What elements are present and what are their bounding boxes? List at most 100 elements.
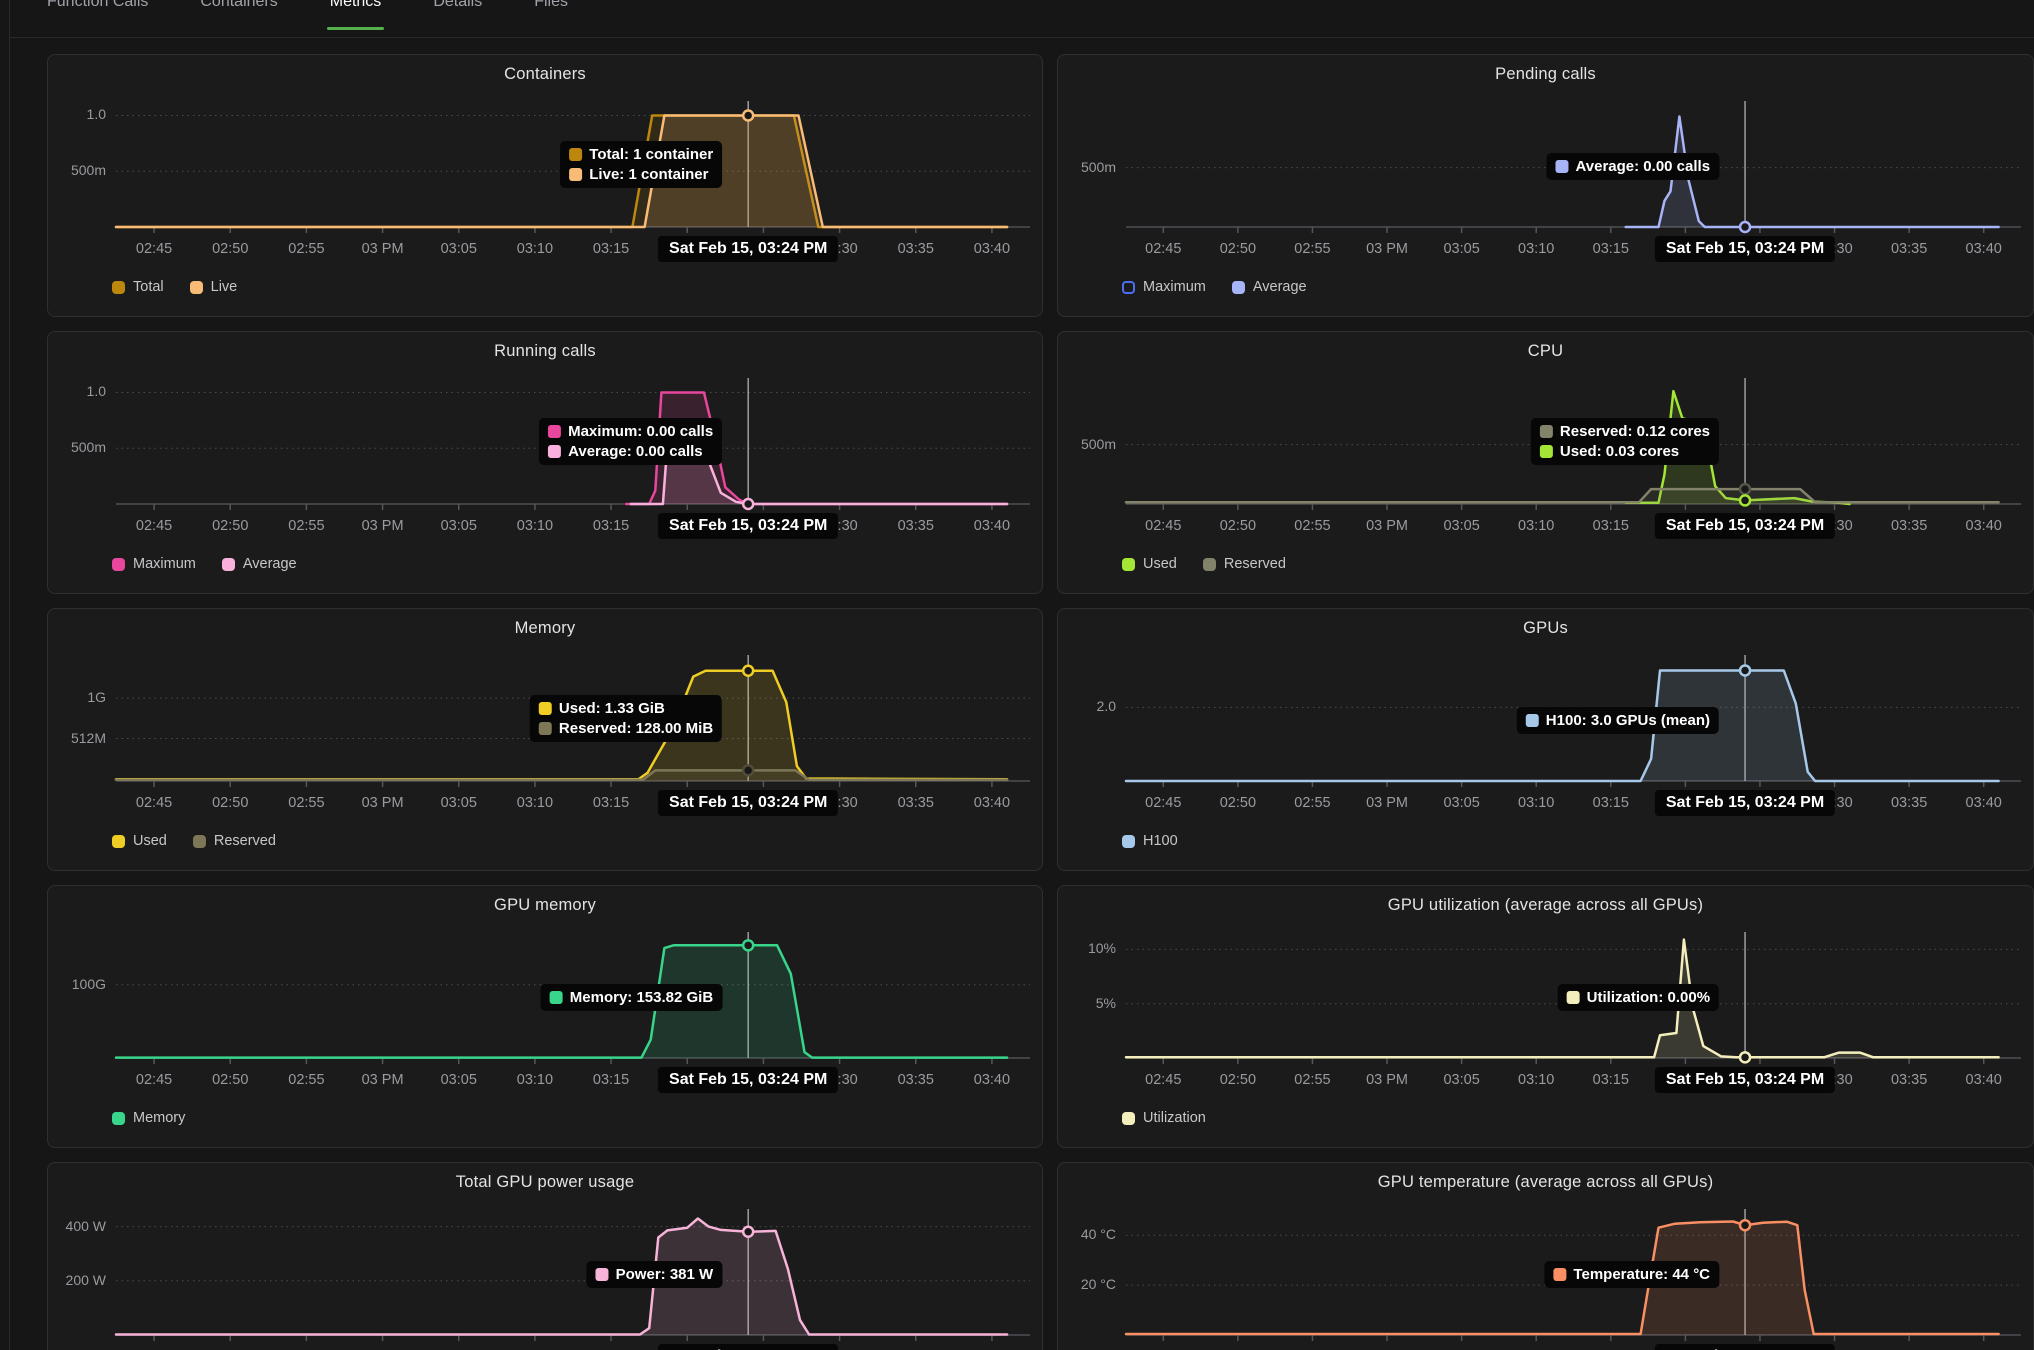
x-axis-label: 03:10 [1518,241,1555,257]
x-axis-label: 02:50 [212,1072,249,1088]
series-tooltip: Average: 0.00 calls [1546,153,1720,180]
tooltip-text: Reserved: 0.12 cores [1559,423,1711,440]
tooltip-row: Utilization: 0.00% [1566,989,1710,1006]
legend-label: Average [242,556,297,572]
chart-plot-gpu-power[interactable] [48,1163,1044,1350]
x-axis-label: 03:15 [592,795,630,811]
x-axis-label: 02:55 [288,518,325,534]
tooltip-swatch [1555,160,1569,173]
legend-label: H100 [1143,833,1178,849]
x-axis-label: 02:50 [212,241,249,257]
crosshair-marker [1738,220,1752,234]
date-tooltip: Sat Feb 15, 03:24 PM [658,236,839,262]
legend-item-reserved[interactable]: Reserved [1202,556,1286,572]
chart-plot-containers[interactable] [48,55,1044,318]
tooltip-text: Used: 0.03 cores [1559,443,1680,460]
x-axis-label: 02:45 [135,1072,173,1088]
x-axis-label: 03:35 [1890,241,1928,257]
series-area-reserved [1126,489,1999,504]
crosshair-marker [741,497,755,511]
legend-item-used[interactable]: Used [112,833,167,849]
x-axis-label: 03:10 [516,795,554,811]
series-line-live [114,114,1009,229]
x-axis-label: 02:45 [135,241,173,257]
y-axis-label: 200 W [65,1271,106,1288]
date-tooltip: Sat Feb 15, 03:24 PM [1654,1344,1836,1350]
tooltip-row: Live: 1 container [569,166,713,183]
legend-item-maximum[interactable]: Maximum [1122,279,1206,295]
legend-item-total[interactable]: Total [112,279,164,295]
series-tooltip: Temperature: 44 °C [1544,1261,1720,1288]
chart-title: GPU memory [494,896,596,914]
tooltip-text: H100: 3.0 GPUs (mean) [1545,712,1711,729]
chart-title: Total GPU power usage [455,1173,635,1191]
tab-function-calls[interactable]: Function Calls [47,0,148,37]
chart-legend: Maximum Average [1122,279,1307,295]
legend-label: Used [1143,556,1177,572]
chart-title: GPU utilization (average across all GPUs… [1387,896,1704,914]
legend-item-reserved[interactable]: Reserved [192,833,276,849]
x-axis-label: 02:45 [135,795,173,811]
y-axis-label: 40 °C [1080,1226,1116,1243]
crosshair-marker [741,109,755,122]
series-area-temperature [1126,1221,1999,1335]
chart-card-gpu-temperature: GPU temperature (average across all GPUs… [1057,1162,2034,1350]
legend-item-maximum[interactable]: Maximum [112,556,196,572]
chart-title: Memory [514,619,576,637]
legend-item-used[interactable]: Used [1122,556,1177,572]
x-axis-label: 03 PM [361,518,404,534]
tooltip-text: Maximum: 0.00 calls [568,423,714,440]
chart-plot-gpu-temperature[interactable] [1058,1163,2034,1350]
chart-card-containers: Containers 1.0 500m 02:45 02:50 02:55 03 PM 03:… [47,54,1043,317]
x-axis-label: 02:50 [1219,1072,1257,1088]
chart-plot-gpu-memory[interactable] [48,886,1044,1149]
chart-plot-gpus[interactable] [1058,609,2034,872]
series-line-power [114,1217,1009,1336]
x-axis-label: 03:35 [1890,795,1928,811]
tab-containers[interactable]: Containers [200,0,277,37]
legend-label: Memory [133,1110,186,1126]
date-tooltip: Sat Feb 15, 03:24 PM [1654,513,1836,539]
legend-swatch [112,1111,125,1125]
tab-files[interactable]: Files [534,0,568,37]
legend-item-average[interactable]: Average [221,556,297,572]
legend-label: Maximum [1143,279,1206,295]
legend-swatch [1122,280,1135,294]
crosshair-marker [741,764,755,777]
x-axis-label: 03:40 [1965,1072,2002,1088]
chart-plot-cpu[interactable] [1058,332,2034,595]
crosshair-marker [1738,664,1752,677]
tab-bar: Function Calls Containers Metrics Details Fi… [10,0,2034,38]
tooltip-row: Power: 381 W [595,1266,714,1283]
legend-item-average[interactable]: Average [1231,279,1307,295]
series-area-maximum [626,392,1008,504]
x-axis-label: 03:40 [973,795,1011,811]
x-axis-label: 03:05 [1443,1072,1480,1088]
x-axis-label: 03 PM [361,1072,404,1088]
tab-metrics[interactable]: Metrics [326,0,385,37]
tooltip-text: Power: 381 W [615,1266,714,1283]
series-tooltip: H100: 3.0 GPUs (mean) [1516,707,1720,734]
date-tooltip: Sat Feb 15, 03:24 PM [1654,236,1836,262]
x-axis-label: 02:45 [1145,241,1182,257]
tooltip-swatch [1539,425,1553,438]
legend-item-memory[interactable]: Memory [112,1110,185,1126]
date-tooltip: Sat Feb 15, 03:24 PM [1654,790,1836,816]
x-axis-label: 02:55 [1294,1072,1331,1088]
x-axis-label: 03:40 [1965,241,2002,257]
tooltip-swatch [538,702,552,715]
y-axis-label: 400 W [65,1217,106,1234]
x-axis-label: 02:45 [1145,1072,1182,1088]
date-tooltip: Sat Feb 15, 03:24 PM [658,1067,839,1093]
legend-label: Utilization [1143,1110,1206,1126]
y-axis-label: 500m [70,162,106,179]
chart-plot-pending-calls[interactable] [1058,55,2034,318]
tab-label: Metrics [329,0,382,10]
legend-item-h100[interactable]: H100 [1122,833,1178,849]
tab-details[interactable]: Details [433,0,482,37]
legend-swatch [112,557,125,571]
legend-item-utilization[interactable]: Utilization [1122,1110,1206,1126]
legend-item-live[interactable]: Live [189,279,237,295]
chart-plot-gpu-utilization[interactable] [1058,886,2034,1149]
